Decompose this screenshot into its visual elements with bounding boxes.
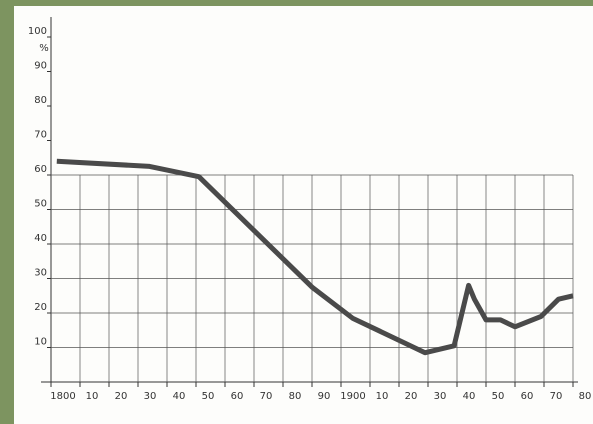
x-tick-label: 50 xyxy=(202,391,215,402)
x-tick-label: 30 xyxy=(144,391,157,402)
x-tick-label: 80 xyxy=(289,391,302,402)
y-tick-label: 80 xyxy=(34,95,47,106)
x-tick-label: 60 xyxy=(521,391,534,402)
x-tick-label: 70 xyxy=(260,391,273,402)
x-tick-label: 50 xyxy=(492,391,505,402)
y-tick-label: 20 xyxy=(34,302,47,313)
x-tick-label: 90 xyxy=(318,391,331,402)
x-tick-label: 20 xyxy=(405,391,418,402)
x-tick-label: 10 xyxy=(376,391,389,402)
x-tick-label: 1800 xyxy=(50,391,75,402)
y-tick-label: 100 xyxy=(28,26,47,37)
y-tick-label: 90 xyxy=(34,61,47,72)
chart: % 10 20 30 40 50 60 70 80 90 100 1800 10 20 30 40 50 60 7… xyxy=(0,0,593,424)
y-tick-label: 50 xyxy=(34,199,47,210)
x-tick-label: 10 xyxy=(86,391,99,402)
x-tick-label: 40 xyxy=(173,391,186,402)
y-tick-label: 30 xyxy=(34,268,47,279)
y-unit: % xyxy=(39,43,49,54)
x-tick-label: 20 xyxy=(115,391,128,402)
x-tick-label: 60 xyxy=(231,391,244,402)
y-tick-label: 10 xyxy=(34,337,47,348)
paper xyxy=(14,6,593,424)
y-tick-label: 60 xyxy=(34,164,47,175)
y-tick-label: 40 xyxy=(34,233,47,244)
x-tick-label: 1900 xyxy=(340,391,365,402)
page: % 10 20 30 40 50 60 70 80 90 100 1800 10 20 30 40 50 60 7… xyxy=(0,0,593,424)
x-tick-label: 70 xyxy=(550,391,563,402)
x-tick-label: 80 xyxy=(579,391,592,402)
x-tick-label: 30 xyxy=(434,391,447,402)
x-tick-label: 40 xyxy=(463,391,476,402)
y-tick-label: 70 xyxy=(34,130,47,141)
